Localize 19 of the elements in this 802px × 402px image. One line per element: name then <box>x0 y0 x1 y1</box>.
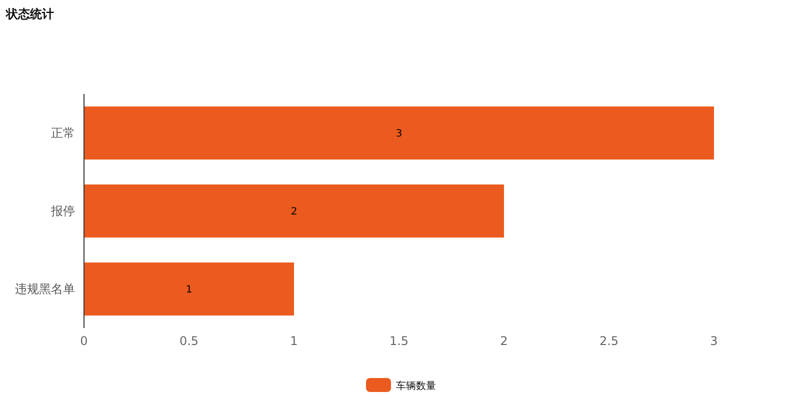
data-label: 2 <box>290 206 298 218</box>
x-tick-label: 1 <box>290 334 298 348</box>
x-tick-label: 0.5 <box>179 334 199 348</box>
x-tick-label: 1.5 <box>389 334 409 348</box>
y-tick-label: 正常 <box>51 126 75 140</box>
y-tick-label: 报停 <box>50 204 75 218</box>
legend-label: 车辆数量 <box>396 380 436 392</box>
x-tick-label: 3 <box>710 334 718 348</box>
x-tick-label: 2.5 <box>599 334 619 348</box>
data-label: 3 <box>396 128 402 140</box>
legend: 车辆数量 <box>366 378 436 392</box>
y-tick-label: 违规黑名单 <box>15 282 75 296</box>
bar <box>84 184 504 238</box>
x-tick-label: 2 <box>500 334 508 348</box>
data-label: 1 <box>186 284 192 296</box>
bar <box>84 106 714 160</box>
x-tick-label: 0 <box>80 334 88 348</box>
chart-title: 状态统计 <box>5 7 54 21</box>
bar <box>84 262 294 316</box>
